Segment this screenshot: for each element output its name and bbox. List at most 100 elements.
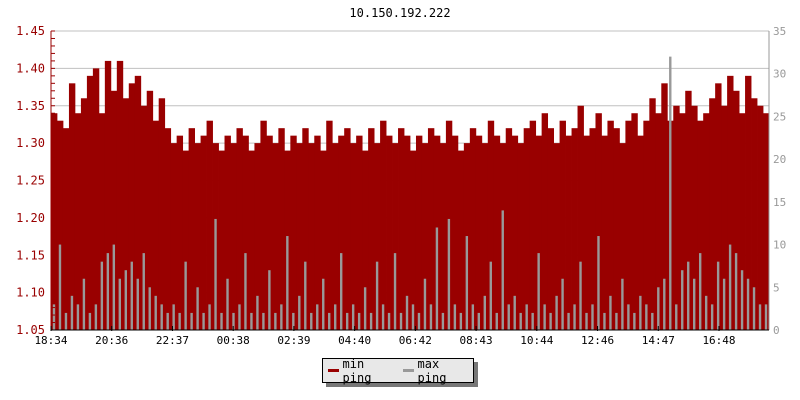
min-ping-bar — [547, 128, 554, 330]
y-left-tick-label: 1.20 — [16, 211, 45, 225]
min-ping-bar — [398, 128, 405, 330]
max-ping-bar — [298, 295, 301, 330]
max-ping-bar — [399, 312, 403, 330]
min-ping-bar — [439, 143, 447, 330]
x-tick-label: 18:34 — [34, 334, 67, 347]
min-ping-bar — [613, 128, 620, 330]
min-ping-bar — [206, 120, 213, 330]
y-left-tick-label: 1.30 — [16, 136, 45, 150]
min-ping-bar — [332, 143, 339, 330]
y-left-tick-label: 1.40 — [16, 61, 45, 75]
legend-label-max-ping: max ping — [417, 356, 447, 385]
max-ping-bar — [693, 278, 696, 330]
y-right-tick-label: 25 — [773, 110, 786, 123]
x-tick-label: 20:36 — [95, 334, 128, 347]
max-ping-bar — [453, 304, 457, 330]
x-tick-label: 06:42 — [399, 334, 432, 347]
min-ping-bar — [619, 143, 626, 330]
min-ping-bar — [583, 135, 590, 330]
x-tick-label: 16:48 — [702, 334, 735, 347]
min-ping-bar — [673, 105, 680, 330]
min-ping-bar — [625, 120, 632, 330]
min-ping-bar — [637, 135, 644, 330]
y-left-tick-label: 1.35 — [16, 99, 45, 113]
max-ping-bar — [663, 278, 666, 330]
max-ping-bar — [483, 295, 486, 330]
max-ping-bar — [154, 295, 157, 330]
max-ping-bar — [447, 218, 451, 330]
min-ping-bar — [164, 128, 172, 330]
y-left-tick-label: 1.10 — [16, 286, 45, 300]
max-ping-bar — [375, 261, 379, 330]
min-ping-bar — [242, 135, 249, 330]
min-ping-bar — [266, 135, 273, 330]
max-ping-bar — [585, 312, 588, 330]
min-ping-bar — [571, 128, 578, 330]
max-ping-bar — [507, 304, 510, 330]
max-ping-bar — [136, 278, 139, 330]
y-right-tick-label: 30 — [773, 68, 786, 81]
max-ping-bar — [651, 312, 654, 330]
max-ping-bar — [322, 278, 325, 330]
min-ping-bar — [631, 113, 638, 330]
min-ping-bar — [739, 113, 746, 330]
min-ping-bar — [691, 105, 698, 330]
max-ping-bar — [609, 295, 612, 330]
min-ping-bar — [302, 128, 309, 330]
max-ping-bar — [645, 304, 648, 330]
min-ping-bar — [236, 128, 243, 330]
x-tick-label: 22:37 — [156, 334, 189, 347]
max-ping-bar — [52, 304, 56, 330]
min-ping-bar — [697, 120, 704, 330]
max-ping-bar — [435, 227, 439, 330]
min-ping-bar — [56, 120, 64, 330]
max-ping-bar — [357, 312, 361, 330]
max-ping-bar — [334, 304, 337, 330]
max-ping-bar — [746, 278, 750, 330]
max-ping-bar — [142, 253, 145, 330]
min-ping-bar — [182, 150, 190, 330]
max-ping-bar — [172, 304, 175, 330]
max-ping-bar — [687, 261, 690, 330]
min-ping-bar — [427, 128, 435, 330]
max-ping-bar — [369, 312, 373, 330]
min-ping-bar — [230, 143, 237, 330]
min-ping-bar — [709, 98, 716, 331]
max-ping-bar — [537, 253, 540, 330]
min-ping-bar — [505, 128, 513, 330]
max-ping-bar — [471, 304, 475, 330]
max-ping-bar — [633, 312, 636, 330]
max-ping-bar — [268, 270, 271, 330]
max-ping-bar — [740, 270, 744, 330]
max-ping-bar — [728, 244, 732, 330]
max-ping-bar — [429, 304, 433, 330]
min-ping-bar — [679, 113, 686, 330]
max-ping-bar — [477, 312, 481, 330]
min-ping-bar — [338, 135, 345, 330]
min-ping-bar — [188, 128, 195, 330]
x-tick-label: 12:46 — [581, 334, 614, 347]
max-ping-bar — [417, 312, 421, 330]
max-ping-bar — [148, 287, 151, 330]
min-ping-bar — [272, 143, 279, 330]
max-ping-bar — [627, 304, 630, 330]
min-ping-bar — [110, 90, 118, 330]
max-ping-bar — [716, 261, 720, 330]
min-ping-bar — [733, 90, 740, 330]
max-ping-bar — [250, 312, 253, 330]
min-ping-bar — [104, 60, 112, 331]
max-ping-bar — [513, 295, 516, 330]
min-ping-bar — [715, 83, 722, 330]
min-ping-bar — [721, 105, 728, 330]
max-ping-bar — [88, 312, 92, 330]
max-ping-bar — [555, 295, 558, 330]
min-ping-bar — [176, 135, 184, 330]
min-ping-bar — [254, 143, 261, 330]
max-ping-bar — [722, 278, 726, 330]
min-ping-bar — [51, 113, 58, 330]
min-ping-bar — [607, 120, 614, 330]
min-ping-bar — [577, 105, 584, 330]
max-ping-bar — [621, 278, 624, 330]
min-ping-bar — [158, 98, 166, 331]
min-ping-bar — [134, 75, 142, 330]
